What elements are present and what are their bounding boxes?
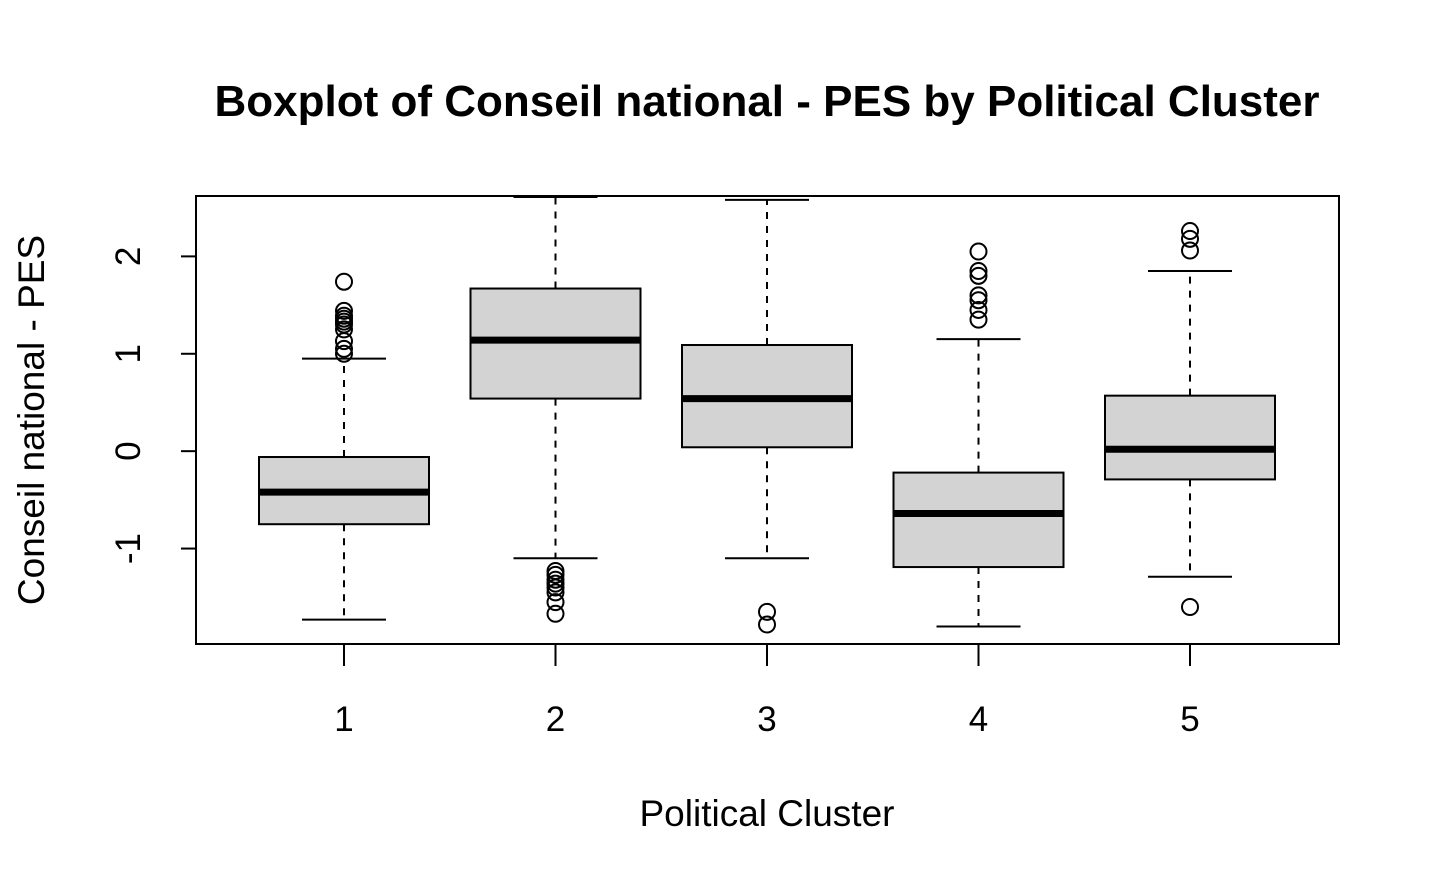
outlier-point (969, 266, 988, 285)
x-tick-label: 2 (546, 700, 565, 739)
x-tick-label: 5 (1180, 700, 1199, 739)
outlier-point (969, 300, 988, 319)
y-tick-label: 2 (109, 247, 148, 266)
outlier-point (758, 615, 776, 634)
outlier-point (969, 242, 988, 261)
x-axis-title: Political Cluster (640, 793, 895, 834)
outlier-point (1181, 241, 1199, 260)
outlier-point (335, 332, 353, 351)
plot-area: -1 0 1 2 1 2 3 4 5 (109, 195, 1340, 739)
outlier-point (335, 344, 353, 363)
outlier-point (969, 310, 988, 329)
x-tick-label: 4 (969, 700, 988, 739)
outlier-point (1181, 597, 1199, 616)
outlier-point (546, 578, 565, 597)
outlier-point (969, 261, 988, 280)
outlier-point (1181, 222, 1199, 241)
outlier-point (969, 291, 988, 310)
outlier-point (335, 320, 353, 339)
x-tick-label: 3 (757, 700, 776, 739)
y-tick-label: -1 (109, 533, 148, 564)
outlier-point (546, 565, 565, 584)
outlier-point (546, 593, 565, 612)
outlier-point (1181, 229, 1199, 248)
y-tick-label: 1 (109, 344, 148, 363)
x-tick-label: 1 (334, 700, 353, 739)
chart-title: Boxplot of Conseil national - PES by Pol… (214, 77, 1319, 126)
outlier-point (758, 602, 776, 621)
outlier-point (335, 301, 353, 320)
y-tick-label: 0 (109, 441, 148, 460)
y-axis-title: Conseil national - PES (11, 235, 52, 605)
outlier-point (335, 339, 353, 358)
box-iqr (892, 471, 1065, 569)
outlier-point (546, 604, 565, 623)
outlier-point (335, 272, 353, 291)
outlier-point (546, 583, 565, 602)
outlier-point (969, 286, 988, 305)
box-iqr (1104, 394, 1276, 481)
